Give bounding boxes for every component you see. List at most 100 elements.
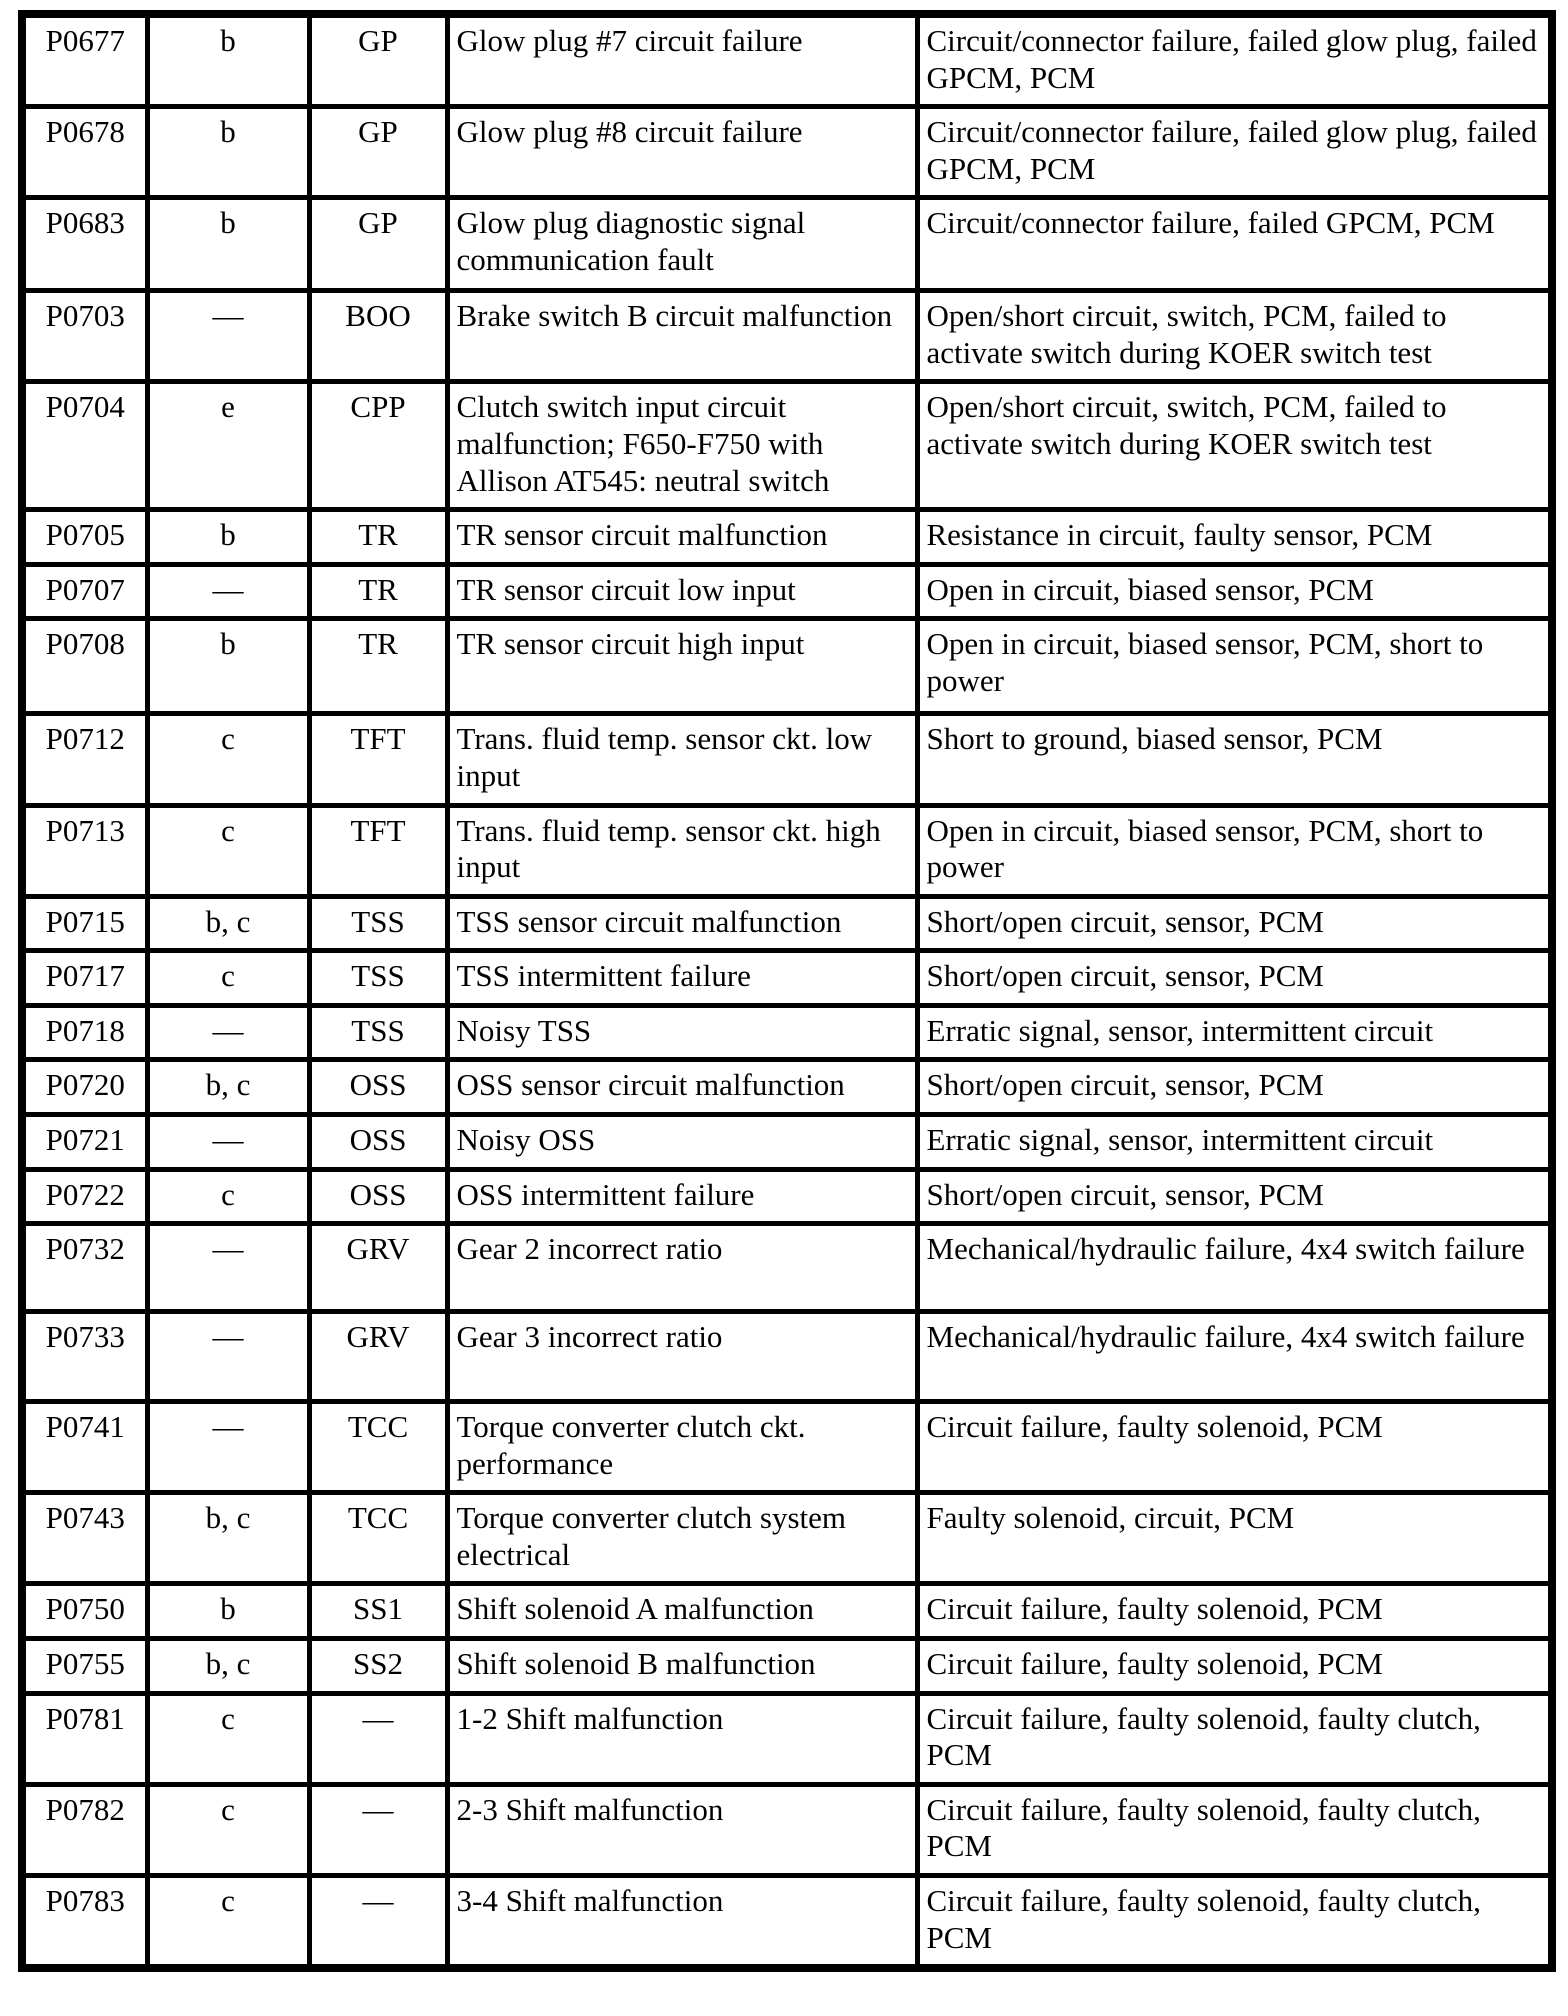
dtc-system-abbr-cell: GRV	[306, 1221, 450, 1315]
dtc-system-abbr-cell: CPP	[306, 379, 450, 513]
dtc-causes-cell: Faulty solenoid, circuit, PCM	[914, 1490, 1555, 1587]
dtc-description-cell: Trans. fluid temp. sensor ckt. low input	[444, 711, 920, 808]
dtc-system-abbr-cell: —	[306, 1872, 450, 1971]
table-row: P0718 — TSS Noisy TSS Erratic signal, se…	[19, 1002, 1555, 1063]
dtc-description-cell: Glow plug #7 circuit failure	[444, 11, 920, 110]
table-row: P0743 b, c TCC Torque converter clutch s…	[19, 1490, 1555, 1587]
dtc-code-cell: P0782	[19, 1781, 150, 1878]
dtc-description-cell: Torque converter clutch ckt. performance	[444, 1399, 920, 1496]
dtc-system-abbr-cell: OSS	[306, 1112, 450, 1172]
dtc-code-cell: P0712	[19, 711, 150, 808]
dtc-system-abbr-cell: GRV	[306, 1309, 450, 1405]
table-row: P0733 — GRV Gear 3 incorrect ratio Mecha…	[19, 1309, 1555, 1405]
dtc-causes-cell: Circuit failure, faulty solenoid, faulty…	[914, 1690, 1555, 1787]
table-row: P0720 b, c OSS OSS sensor circuit malfun…	[19, 1057, 1555, 1117]
dtc-description-cell: Gear 3 incorrect ratio	[444, 1309, 920, 1405]
dtc-description-cell: TR sensor circuit high input	[444, 616, 920, 717]
dtc-causes-cell: Circuit failure, faulty solenoid, faulty…	[914, 1781, 1555, 1878]
dtc-description-cell: OSS intermittent failure	[444, 1166, 920, 1227]
dtc-code-cell: P0743	[19, 1490, 150, 1587]
dtc-table: P0677 b GP Glow plug #7 circuit failure …	[18, 10, 1556, 1973]
dtc-system-abbr-cell: TCC	[306, 1399, 450, 1496]
dtc-causes-cell: Short/open circuit, sensor, PCM	[914, 948, 1555, 1008]
table-row: P0715 b, c TSS TSS sensor circuit malfun…	[19, 893, 1555, 954]
dtc-description-cell: Trans. fluid temp. sensor ckt. high inpu…	[444, 802, 920, 899]
dtc-causes-cell: Circuit/connector failure, failed glow p…	[914, 104, 1555, 201]
dtc-description-cell: TSS sensor circuit malfunction	[444, 893, 920, 954]
dtc-code-cell: P0755	[19, 1636, 150, 1696]
dtc-notes-cell: —	[144, 1309, 312, 1405]
dtc-notes-cell: b	[144, 195, 312, 294]
table-row: P0703 — BOO Brake switch B circuit malfu…	[19, 288, 1555, 385]
dtc-notes-cell: —	[144, 288, 312, 385]
dtc-system-abbr-cell: TR	[306, 616, 450, 717]
dtc-causes-cell: Circuit/connector failure, failed glow p…	[914, 11, 1555, 110]
dtc-description-cell: 2-3 Shift malfunction	[444, 1781, 920, 1878]
dtc-system-abbr-cell: OSS	[306, 1166, 450, 1227]
dtc-description-cell: Noisy TSS	[444, 1002, 920, 1063]
dtc-notes-cell: b, c	[144, 893, 312, 954]
dtc-system-abbr-cell: TFT	[306, 802, 450, 899]
dtc-causes-cell: Open in circuit, biased sensor, PCM, sho…	[914, 802, 1555, 899]
dtc-notes-cell: e	[144, 379, 312, 513]
dtc-notes-cell: c	[144, 948, 312, 1008]
dtc-code-cell: P0781	[19, 1690, 150, 1787]
table-row: P0741 — TCC Torque converter clutch ckt.…	[19, 1399, 1555, 1496]
dtc-causes-cell: Open/short circuit, switch, PCM, failed …	[914, 379, 1555, 513]
dtc-causes-cell: Circuit failure, faulty solenoid, PCM	[914, 1399, 1555, 1496]
dtc-causes-cell: Erratic signal, sensor, intermittent cir…	[914, 1002, 1555, 1063]
dtc-system-abbr-cell: TFT	[306, 711, 450, 808]
table-row: P0755 b, c SS2 Shift solenoid B malfunct…	[19, 1636, 1555, 1696]
dtc-table-body: P0677 b GP Glow plug #7 circuit failure …	[19, 11, 1555, 1971]
dtc-causes-cell: Mechanical/hydraulic failure, 4x4 switch…	[914, 1309, 1555, 1405]
dtc-system-abbr-cell: GP	[306, 195, 450, 294]
dtc-notes-cell: c	[144, 1872, 312, 1971]
dtc-notes-cell: —	[144, 561, 312, 622]
dtc-notes-cell: —	[144, 1221, 312, 1315]
dtc-causes-cell: Open in circuit, biased sensor, PCM, sho…	[914, 616, 1555, 717]
dtc-code-cell: P0741	[19, 1399, 150, 1496]
dtc-code-cell: P0677	[19, 11, 150, 110]
dtc-code-cell: P0708	[19, 616, 150, 717]
dtc-description-cell: Glow plug #8 circuit failure	[444, 104, 920, 201]
table-row: P0722 c OSS OSS intermittent failure Sho…	[19, 1166, 1555, 1227]
dtc-code-cell: P0683	[19, 195, 150, 294]
table-row: P0721 — OSS Noisy OSS Erratic signal, se…	[19, 1112, 1555, 1172]
dtc-causes-cell: Short/open circuit, sensor, PCM	[914, 1057, 1555, 1117]
dtc-code-cell: P0718	[19, 1002, 150, 1063]
dtc-notes-cell: b	[144, 507, 312, 567]
table-row: P0707 — TR TR sensor circuit low input O…	[19, 561, 1555, 622]
dtc-notes-cell: b	[144, 1581, 312, 1642]
dtc-code-cell: P0704	[19, 379, 150, 513]
dtc-system-abbr-cell: TR	[306, 561, 450, 622]
dtc-code-cell: P0722	[19, 1166, 150, 1227]
dtc-system-abbr-cell: SS2	[306, 1636, 450, 1696]
table-row: P0781 c — 1-2 Shift malfunction Circuit …	[19, 1690, 1555, 1787]
dtc-notes-cell: b, c	[144, 1636, 312, 1696]
dtc-notes-cell: b	[144, 616, 312, 717]
table-row: P0782 c — 2-3 Shift malfunction Circuit …	[19, 1781, 1555, 1878]
dtc-description-cell: Gear 2 incorrect ratio	[444, 1221, 920, 1315]
dtc-description-cell: Shift solenoid A malfunction	[444, 1581, 920, 1642]
dtc-causes-cell: Short to ground, biased sensor, PCM	[914, 711, 1555, 808]
dtc-description-cell: Clutch switch input circuit malfunction;…	[444, 379, 920, 513]
dtc-system-abbr-cell: BOO	[306, 288, 450, 385]
dtc-description-cell: 3-4 Shift malfunction	[444, 1872, 920, 1971]
dtc-causes-cell: Resistance in circuit, faulty sensor, PC…	[914, 507, 1555, 567]
dtc-notes-cell: c	[144, 1781, 312, 1878]
dtc-description-cell: TR sensor circuit malfunction	[444, 507, 920, 567]
table-row: P0713 c TFT Trans. fluid temp. sensor ck…	[19, 802, 1555, 899]
dtc-system-abbr-cell: OSS	[306, 1057, 450, 1117]
table-row: P0732 — GRV Gear 2 incorrect ratio Mecha…	[19, 1221, 1555, 1315]
dtc-description-cell: 1-2 Shift malfunction	[444, 1690, 920, 1787]
dtc-notes-cell: —	[144, 1399, 312, 1496]
dtc-system-abbr-cell: —	[306, 1781, 450, 1878]
dtc-description-cell: Torque converter clutch system electrica…	[444, 1490, 920, 1587]
dtc-causes-cell: Erratic signal, sensor, intermittent cir…	[914, 1112, 1555, 1172]
table-row: P0712 c TFT Trans. fluid temp. sensor ck…	[19, 711, 1555, 808]
dtc-code-cell: P0705	[19, 507, 150, 567]
table-row: P0750 b SS1 Shift solenoid A malfunction…	[19, 1581, 1555, 1642]
dtc-code-cell: P0707	[19, 561, 150, 622]
table-row: P0704 e CPP Clutch switch input circuit …	[19, 379, 1555, 513]
table-row: P0705 b TR TR sensor circuit malfunction…	[19, 507, 1555, 567]
